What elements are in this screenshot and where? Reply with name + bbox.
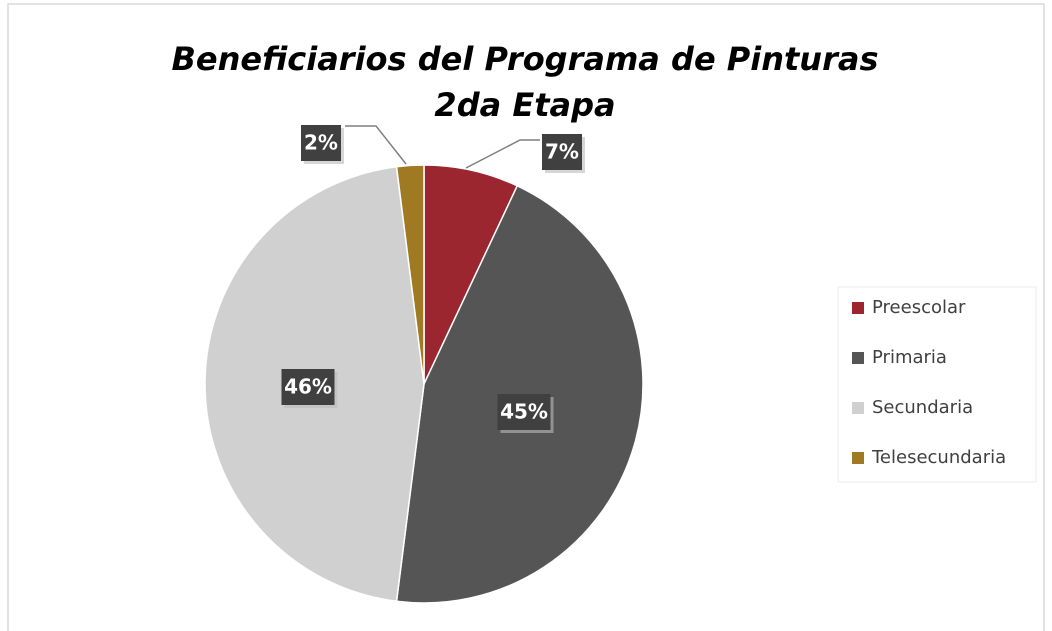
- legend-box: [837, 286, 1037, 483]
- data-label: 46%: [284, 375, 332, 399]
- legend-swatch: [852, 302, 864, 314]
- leader-line: [465, 139, 540, 169]
- data-label-box: [281, 369, 335, 405]
- legend-label: Secundaria: [872, 397, 973, 418]
- leader-line: [345, 125, 407, 165]
- legend-swatch: [852, 352, 864, 364]
- data-label: 7%: [545, 140, 579, 164]
- data-label-box: [497, 394, 551, 430]
- legend-label: Preescolar: [872, 297, 966, 318]
- legend-label: Primaria: [872, 347, 947, 368]
- data-label-box: [542, 134, 582, 170]
- chart-frame: [7, 3, 1045, 631]
- pie-slice: [395, 164, 425, 385]
- legend-swatch: [852, 402, 864, 414]
- legend-label: Telesecundaria: [871, 447, 1006, 468]
- data-label: 45%: [500, 400, 548, 424]
- data-label-box: [301, 125, 341, 161]
- chart-title: Beneficiarios del Programa de Pinturas 2…: [171, 40, 879, 124]
- data-label: 2%: [304, 131, 338, 155]
- legend-swatch: [852, 452, 864, 464]
